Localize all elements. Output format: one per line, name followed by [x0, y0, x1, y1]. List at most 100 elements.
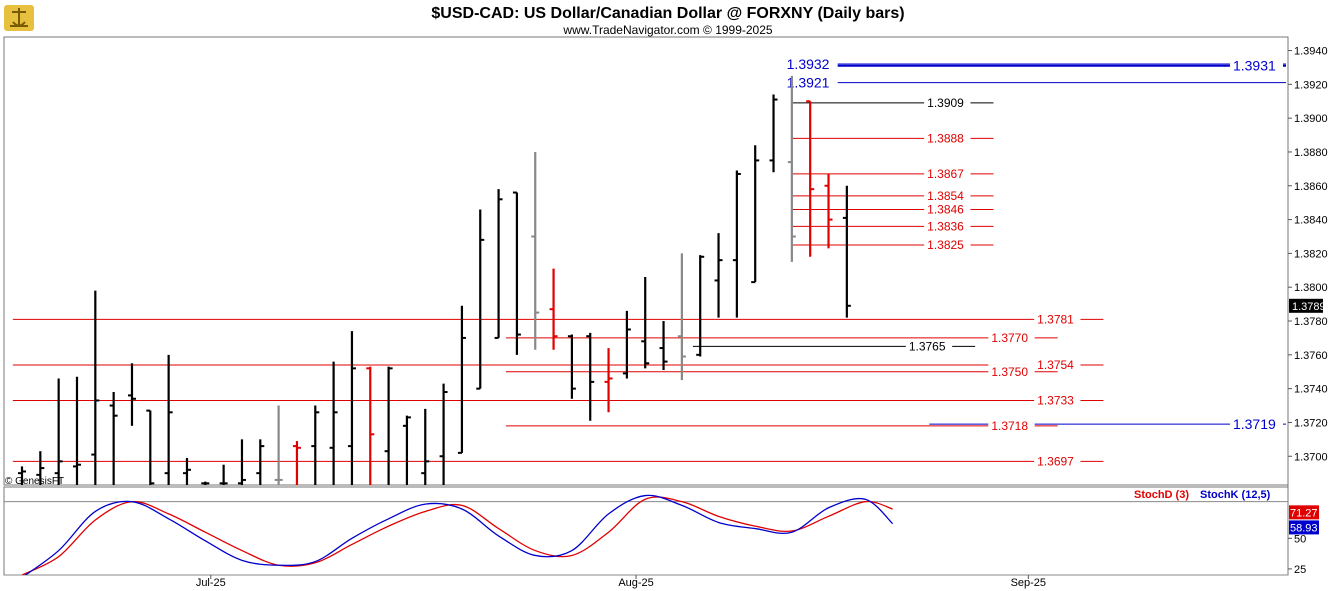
price-bar — [549, 268, 558, 350]
watermark: © GenesisFT — [5, 476, 64, 487]
price-level-label: 1.3781 — [1037, 313, 1074, 327]
y-tick-label: 1.3820 — [1294, 248, 1328, 260]
price-bar — [751, 145, 760, 284]
price-level-label-bg — [924, 95, 971, 110]
price-bar — [54, 378, 63, 485]
trade-navigator-logo — [4, 5, 34, 31]
price-bar — [366, 366, 375, 485]
price-bar — [714, 233, 723, 318]
price-level-label-bg — [924, 131, 971, 146]
y-tick-label: 1.3740 — [1294, 384, 1328, 396]
price-level-label: 1.3750 — [991, 365, 1028, 379]
y-tick-label: 1.3940 — [1294, 46, 1328, 58]
price-level-label-bg — [924, 237, 971, 252]
price-level-label-bg — [924, 166, 971, 181]
price-bar — [274, 405, 283, 485]
price-levels: 1.3932 1.3931 1.3921 1.3909 1.3888 1.3867 1.38… — [12, 55, 1286, 469]
price-level-1.3909: 1.3909 — [791, 95, 994, 110]
price-bar — [72, 376, 81, 485]
price-level-label-bg — [988, 418, 1035, 433]
price-bar — [567, 334, 576, 399]
x-tick-label: Jul-25 — [196, 577, 226, 589]
price-level-1.3846: 1.3846 — [791, 202, 994, 217]
price-level-label: 1.3770 — [991, 331, 1028, 345]
price-bar — [696, 255, 705, 357]
price-bar — [219, 464, 228, 485]
y-tick-label: 1.3700 — [1294, 451, 1328, 463]
stoch-series-k — [24, 494, 894, 575]
price-bar — [164, 354, 173, 485]
price-bar — [806, 100, 815, 257]
price-level-label-bg — [1034, 393, 1081, 408]
price-level-1.3718: 1.3718 — [505, 418, 1058, 433]
price-level-label: 1.3909 — [927, 96, 964, 110]
price-y-axis: 1.3940 1.3920 1.3900 1.3880 1.3860 1.3840 1.38… — [1288, 46, 1328, 463]
price-level-1.3754: 1.3754 — [12, 357, 1104, 372]
price-level-label: 1.3931 — [1233, 58, 1276, 74]
price-level-1.3888: 1.3888 — [791, 131, 994, 146]
price-bar — [146, 409, 155, 485]
price-level-1.3733: 1.3733 — [12, 393, 1104, 408]
chart-subtitle: www.TradeNavigator.com © 1999-2025 — [562, 23, 772, 37]
price-level-label: 1.3754 — [1037, 358, 1074, 372]
price-bar — [769, 94, 778, 173]
price-level-1.3781: 1.3781 — [12, 312, 1104, 327]
price-level-label: 1.3932 — [787, 56, 830, 72]
y-tick-label: 1.3900 — [1294, 113, 1328, 125]
price-bar — [824, 173, 833, 249]
price-bar — [531, 151, 540, 350]
price-bar — [201, 481, 210, 485]
stoch-y-tick-label: 50 — [1294, 533, 1306, 545]
stoch-value-label: 58.93 — [1290, 522, 1318, 534]
price-level-label: 1.3846 — [927, 203, 964, 217]
price-level-label-bg — [924, 202, 971, 217]
price-bar — [91, 290, 100, 485]
price-bar — [237, 439, 246, 485]
price-bar — [384, 366, 393, 485]
price-level-label-bg — [988, 330, 1035, 345]
price-bar — [402, 415, 411, 485]
price-level-label-bg — [1229, 57, 1283, 74]
price-bar — [476, 209, 485, 390]
price-level-label: 1.3921 — [787, 75, 830, 91]
price-bars — [18, 75, 851, 485]
price-level-label-bg — [1034, 454, 1081, 468]
price-bar — [494, 189, 503, 339]
y-tick-label: 1.3880 — [1294, 147, 1328, 159]
price-level-label: 1.3867 — [927, 167, 964, 181]
price-bar — [457, 305, 466, 454]
price-level-1.3854: 1.3854 — [791, 188, 994, 203]
price-bar — [732, 170, 741, 318]
price-level-1.3931: 1.3931 — [837, 57, 1286, 74]
y-tick-label: 1.3840 — [1294, 215, 1328, 227]
stoch-legend-item: StochK (12,5) — [1200, 489, 1271, 501]
stoch-value-badge — [1289, 505, 1319, 520]
price-level-1.3921: 1.3921 — [783, 74, 1286, 91]
price-bar — [182, 457, 191, 485]
x-tick-label: Sep-25 — [1011, 577, 1046, 589]
price-level-label: 1.3888 — [927, 132, 964, 146]
price-level-1.3770: 1.3770 — [505, 330, 1058, 345]
y-tick-label: 1.3760 — [1294, 350, 1328, 362]
x-axis: Jul-25 Aug-25 Sep-25 — [196, 575, 1046, 589]
price-level-label-bg — [783, 55, 837, 72]
price-level-label-bg — [988, 364, 1035, 379]
price-level-1.3932: 1.3932 — [783, 55, 1286, 72]
price-level-1.3750: 1.3750 — [505, 364, 1058, 379]
stoch-series-d — [21, 496, 893, 575]
price-bar — [604, 348, 613, 413]
price-level-1.3867: 1.3867 — [791, 166, 994, 181]
price-bar — [127, 363, 136, 426]
price-level-label: 1.3697 — [1037, 455, 1074, 469]
stoch-legend-item: StochD (3) — [1134, 489, 1189, 501]
price-level-label-bg — [1034, 312, 1081, 326]
price-level-label-bg — [1034, 357, 1081, 372]
price-bar — [256, 439, 265, 485]
price-level-1.3836: 1.3836 — [791, 219, 994, 234]
price-level-label-bg — [924, 188, 971, 203]
price-bar — [622, 310, 631, 379]
price-bar — [421, 408, 430, 485]
price-bar — [512, 191, 521, 355]
price-level-label: 1.3765 — [909, 340, 946, 354]
